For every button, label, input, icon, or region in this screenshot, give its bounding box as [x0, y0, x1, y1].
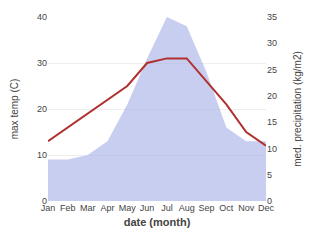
svg-text:10: 10 [267, 144, 277, 154]
svg-text:35: 35 [267, 12, 277, 22]
svg-text:Oct: Oct [219, 203, 234, 213]
svg-text:Aug: Aug [179, 203, 195, 213]
svg-text:Dec: Dec [258, 203, 275, 213]
svg-text:Jun: Jun [140, 203, 155, 213]
svg-text:date (month): date (month) [124, 216, 191, 228]
svg-text:20: 20 [267, 91, 277, 101]
svg-text:5: 5 [267, 170, 272, 180]
svg-text:Jul: Jul [161, 203, 173, 213]
svg-text:Jan: Jan [41, 203, 56, 213]
svg-text:Mar: Mar [80, 203, 96, 213]
svg-text:Nov: Nov [238, 203, 255, 213]
svg-text:0: 0 [267, 196, 272, 206]
svg-text:Sep: Sep [199, 203, 215, 213]
svg-text:Apr: Apr [100, 203, 114, 213]
svg-text:Feb: Feb [60, 203, 76, 213]
svg-text:25: 25 [267, 65, 277, 75]
svg-text:max temp (C): max temp (C) [9, 79, 20, 140]
svg-text:15: 15 [267, 117, 277, 127]
svg-text:0: 0 [42, 196, 47, 206]
svg-text:30: 30 [37, 58, 47, 68]
svg-text:40: 40 [37, 12, 47, 22]
svg-text:30: 30 [267, 38, 277, 48]
svg-text:med. precipitation (kg/m2): med. precipitation (kg/m2) [292, 51, 303, 167]
svg-text:10: 10 [37, 150, 47, 160]
svg-text:May: May [119, 203, 137, 213]
svg-text:20: 20 [37, 104, 47, 114]
